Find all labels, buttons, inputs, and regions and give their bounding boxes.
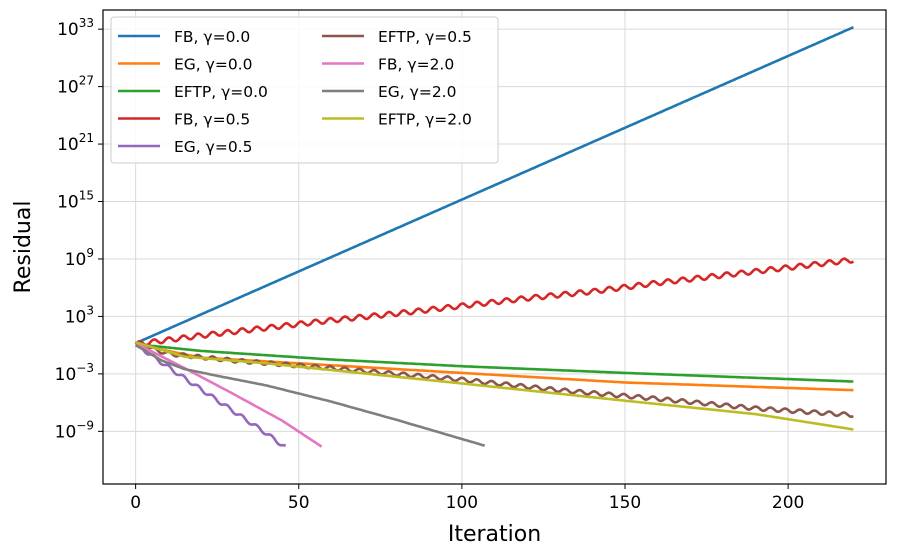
legend-label: FB, γ=0.5: [174, 111, 250, 129]
x-tick-label: 150: [609, 493, 641, 513]
series-line: [134, 342, 323, 448]
y-tick-label: 1033: [57, 16, 94, 40]
y-tick-label: 10−3: [55, 361, 94, 385]
x-tick-label: 50: [288, 493, 310, 513]
legend-box: [110, 16, 499, 164]
x-tick-label: 200: [772, 493, 804, 513]
y-tick-label: 1027: [57, 74, 94, 98]
y-tick-label: 1015: [57, 189, 94, 213]
legend-label: EFTP, γ=2.0: [378, 111, 472, 129]
legend: FB, γ=0.0 EG, γ=0.0 EFTP, γ=0.0 FB, γ=0.5 EG…: [110, 16, 499, 164]
y-tick-label: 109: [65, 246, 94, 270]
legend-label: EG, γ=0.0: [174, 56, 252, 74]
series-line: [135, 342, 854, 383]
legend-label: EFTP, γ=0.5: [378, 28, 472, 46]
legend-label: EG, γ=0.5: [174, 138, 252, 156]
x-axis-label: Iteration: [448, 522, 541, 547]
legend-label: FB, γ=0.0: [174, 28, 250, 46]
legend-label: EG, γ=2.0: [378, 83, 456, 101]
series-line: [135, 341, 854, 431]
y-tick-label: 103: [65, 303, 94, 327]
x-tick-label: 0: [130, 493, 141, 513]
y-tick-label: 10−9: [55, 418, 94, 442]
legend-label: FB, γ=2.0: [378, 56, 454, 74]
series-line: [135, 342, 287, 447]
series-line: [134, 344, 486, 447]
y-tick-label: 1021: [57, 131, 94, 155]
series-line: [135, 341, 854, 419]
x-tick-label: 100: [446, 493, 478, 513]
series-line: [134, 257, 855, 347]
y-axis-label: Residual: [11, 201, 36, 294]
legend-label: EFTP, γ=0.0: [174, 83, 268, 101]
axis-ticks: 0 50 100 150 200 10−9 10−3 103 109 1015 1021 1027 10…: [55, 16, 805, 513]
series-lines: [134, 26, 855, 448]
series-line: [135, 26, 854, 345]
plot-frame: [102, 9, 887, 485]
